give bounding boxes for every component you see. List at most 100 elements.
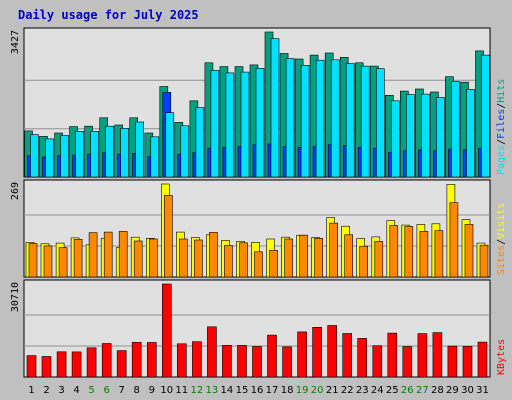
sites-bar-day-17 [269,250,278,278]
day-label-5: 5 [88,385,94,396]
kbytes-bar-day-27 [417,333,428,378]
day-label-19: 19 [296,385,309,396]
day-label-22: 22 [341,385,354,396]
sites-bar-day-29 [449,202,459,278]
sites-bar-day-15 [239,242,248,278]
day-label-3: 3 [58,385,64,396]
sites-bar-day-22 [344,234,354,278]
series-label: / [496,103,507,109]
day-label-27: 27 [416,385,429,396]
pages-bar-day-5 [90,131,99,178]
pages-bar-day-15 [240,71,250,178]
pages-bar-day-19 [300,65,310,178]
kbytes-bar-day-12 [192,341,202,378]
day-label-11: 11 [175,385,188,396]
series-label: Hits [496,79,507,103]
pages-bar-day-29 [451,81,460,178]
visitors-series-labels: Sites/Visits [496,203,507,275]
kbytes-bar-day-31 [477,341,488,378]
kbytes-series-labels: KBytes [496,339,507,375]
pages-bar-day-23 [360,65,370,178]
series-label: Sites [496,245,507,275]
requests-panel: 3427 Pages/Files/Hits [10,27,507,178]
kbytes-bar-day-1 [26,355,37,378]
pages-bar-day-21 [330,59,340,178]
pages-bar-day-28 [436,97,445,178]
pages-bar-day-20 [315,59,325,178]
day-label-26: 26 [401,385,414,396]
pages-bar-day-30 [466,89,475,178]
series-label: KBytes [496,339,507,375]
day-label-13: 13 [206,385,219,396]
day-label-29: 29 [446,385,459,396]
kbytes-bar-day-24 [372,345,383,378]
sites-bar-day-2 [43,245,53,278]
sites-bar-day-14 [224,245,233,278]
day-label-20: 20 [311,385,324,396]
day-label-8: 8 [134,385,140,396]
kbytes-bar-day-3 [56,351,67,378]
kbytes-bar-day-15 [237,345,247,378]
day-label-18: 18 [281,385,294,396]
day-label-4: 4 [73,385,79,396]
sites-bar-day-24 [374,241,384,278]
pages-bar-day-2 [45,138,54,178]
kbytes-bar-day-30 [462,345,473,378]
sites-bar-day-1 [28,243,38,278]
pages-bar-day-31 [481,54,490,178]
sites-bar-day-13 [209,232,218,278]
pages-bar-day-7 [120,128,129,178]
series-label: Visits [496,203,507,239]
kbytes-max-label: 30710 [10,282,21,312]
pages-bar-day-25 [390,100,400,178]
kbytes-bar-day-6 [101,343,112,378]
day-label-24: 24 [371,385,384,396]
pages-bar-day-1 [30,134,39,178]
visitors-max-label: 269 [10,182,21,200]
kbytes-bar-day-7 [116,350,127,378]
pages-bar-day-4 [75,131,84,178]
series-label: Pages [496,145,507,175]
day-label-21: 21 [326,385,339,396]
kbytes-bar-day-2 [41,356,52,378]
kbytes-bar-day-4 [71,351,82,378]
pages-bar-day-11 [180,125,190,178]
kbytes-bar-day-16 [252,346,262,378]
pages-bar-day-9 [150,136,160,178]
day-label-2: 2 [43,385,49,396]
sites-bar-day-7 [118,231,128,278]
sites-bar-day-18 [284,238,293,278]
day-label-16: 16 [251,385,264,396]
kbytes-bar-day-28 [432,332,443,378]
sites-bar-day-27 [419,231,429,278]
sites-bar-day-16 [254,251,263,278]
kbytes-bar-day-11 [177,343,187,378]
kbytes-panel: 30710 KBytes [10,279,507,378]
chart-title: Daily usage for July 2025 [18,8,199,22]
day-label-28: 28 [431,385,444,396]
day-label-25: 25 [386,385,399,396]
kbytes-bar-day-5 [86,347,97,378]
sites-bar-day-4 [73,239,83,278]
kbytes-bar-day-8 [131,341,142,378]
pages-bar-day-8 [135,121,144,178]
sites-bar-day-6 [103,231,113,278]
sites-bar-day-31 [479,244,489,278]
kbytes-bar-day-26 [402,346,413,378]
sites-bar-day-25 [389,225,399,278]
kbytes-bar-day-29 [447,345,458,378]
pages-bar-day-18 [285,58,295,178]
kbytes-bar-day-17 [267,334,277,378]
day-label-7: 7 [119,385,125,396]
sites-bar-day-12 [194,239,203,278]
sites-bar-day-3 [58,247,68,278]
pages-bar-day-24 [375,68,385,178]
sites-bar-day-5 [88,232,98,278]
pages-bar-day-22 [345,63,355,178]
kbytes-bar-day-22 [342,333,353,378]
kbytes-bar-day-19 [297,331,307,378]
day-label-6: 6 [104,385,110,396]
sites-bar-day-9 [149,238,158,278]
sites-bar-day-26 [404,226,414,278]
kbytes-bar-day-18 [282,346,292,378]
